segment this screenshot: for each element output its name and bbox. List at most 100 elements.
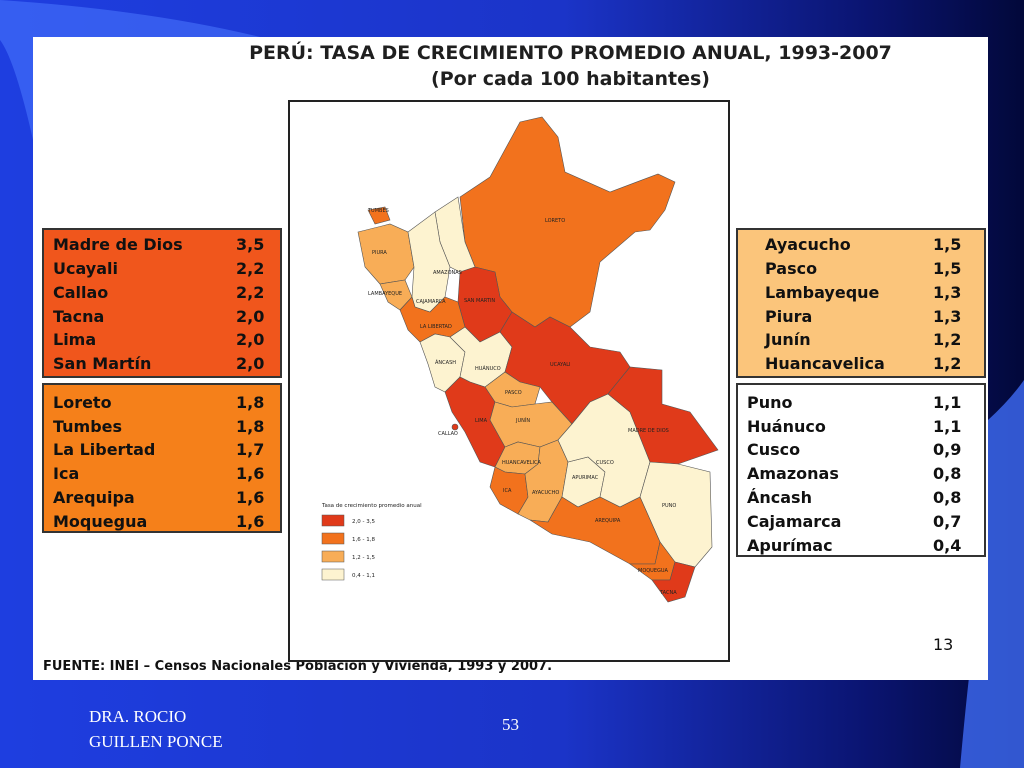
list-item: La Libertad 1,7	[44, 440, 280, 464]
region-value: 0,7	[933, 512, 962, 531]
region-value: 1,8	[236, 393, 265, 412]
label-cusco: CUSCO	[596, 460, 614, 466]
label-madre-de-dios: MADRE DE DIOS	[628, 428, 669, 434]
legend-box-tier2: Loreto 1,8 Tumbes 1,8 La Libertad 1,7 Ica 1,…	[42, 383, 282, 533]
label-callao: CALLAO	[438, 431, 458, 437]
region-name: Pasco	[765, 259, 818, 278]
footer-page-number: 53	[502, 715, 519, 734]
slide-subtitle: (Por cada 100 habitantes)	[431, 68, 710, 90]
region-value: 2,2	[236, 259, 265, 278]
list-item: Huancavelica 1,2	[738, 354, 984, 378]
footer-author-line1: DRA. ROCIO	[89, 707, 187, 726]
list-item: Arequipa 1,6	[44, 488, 280, 512]
label-ica: ICA	[503, 488, 512, 494]
label-amazonas: AMAZONAS	[433, 270, 462, 276]
list-item: Lima 2,0	[44, 330, 280, 354]
label-moquegua: MOQUEGUA	[638, 568, 669, 574]
peru-map-frame: TUMBES PIURA LAMBAYEQUE CAJAMARCA AMAZON…	[288, 100, 730, 662]
region-value: 2,2	[236, 283, 265, 302]
region-name: Huánuco	[747, 417, 826, 436]
region-tacna	[651, 561, 696, 603]
list-item: Callao 2,2	[44, 283, 280, 307]
list-item: Ucayali 2,2	[44, 259, 280, 283]
region-name: Lambayeque	[765, 283, 880, 302]
list-item: San Martín 2,0	[44, 354, 280, 378]
region-name: Piura	[765, 307, 813, 326]
region-value: 2,0	[236, 354, 265, 373]
region-value: 1,6	[236, 488, 265, 507]
region-name: Madre de Dios	[53, 235, 183, 254]
label-ucayali: UCAYALI	[550, 362, 571, 368]
legend-range-1: 2,0 - 3,5	[352, 519, 375, 525]
list-item: Loreto 1,8	[44, 393, 280, 417]
label-ayacucho: AYACUCHO	[532, 490, 559, 496]
region-value: 0,8	[933, 464, 962, 483]
label-huanuco: HUÁNUCO	[475, 365, 501, 372]
region-name: Cusco	[747, 440, 801, 459]
label-ancash: ÁNCASH	[435, 359, 456, 366]
list-item: Apurímac 0,4	[738, 536, 984, 560]
slide-title: PERÚ: TASA DE CRECIMIENTO PROMEDIO ANUAL…	[249, 42, 892, 64]
region-value: 1,5	[933, 259, 962, 278]
peru-map: TUMBES PIURA LAMBAYEQUE CAJAMARCA AMAZON…	[321, 116, 719, 603]
label-cajamarca: CAJAMARCA	[416, 299, 446, 305]
region-callao	[451, 423, 459, 431]
label-arequipa: AREQUIPA	[595, 518, 621, 524]
legend-range-2: 1,6 - 1,8	[352, 537, 375, 543]
region-value: 1,3	[933, 307, 962, 326]
list-item: Tumbes 1,8	[44, 417, 280, 441]
region-madre-de-dios	[607, 366, 719, 465]
legend-box-tier3: Ayacucho 1,5 Pasco 1,5 Lambayeque 1,3 Piura…	[736, 228, 986, 378]
region-arequipa	[529, 496, 661, 565]
label-piura: PIURA	[372, 250, 387, 256]
source-note: FUENTE: INEI – Censos Nacionales Poblaci…	[43, 659, 553, 674]
legend-swatch-3	[321, 550, 345, 563]
region-name: San Martín	[53, 354, 152, 373]
region-name: La Libertad	[53, 440, 156, 459]
list-item: Piura 1,3	[738, 307, 984, 331]
footer-author-line2: GUILLEN PONCE	[89, 732, 223, 751]
list-item: Huánuco 1,1	[738, 417, 984, 441]
map-legend-title: Tasa de crecimiento promedio anual	[321, 503, 422, 509]
label-puno: PUNO	[662, 503, 676, 509]
region-la-libertad	[399, 296, 466, 343]
label-san-martin: SAN MARTIN	[464, 298, 495, 304]
region-value: 1,2	[933, 330, 962, 349]
legend-swatch-1	[321, 514, 345, 527]
region-name: Lima	[53, 330, 97, 349]
region-name: Huancavelica	[765, 354, 885, 373]
region-name: Loreto	[53, 393, 112, 412]
region-piura	[357, 223, 415, 285]
label-tumbes: TUMBES	[367, 208, 389, 214]
label-tacna: TACNA	[659, 590, 677, 596]
region-name: Áncash	[747, 488, 812, 507]
list-item: Lambayeque 1,3	[738, 283, 984, 307]
list-item: Tacna 2,0	[44, 307, 280, 331]
region-value: 2,0	[236, 307, 265, 326]
region-value: 0,8	[933, 488, 962, 507]
list-item: Puno 1,1	[738, 393, 984, 417]
region-name: Ucayali	[53, 259, 118, 278]
region-value: 1,3	[933, 283, 962, 302]
list-item: Madre de Dios 3,5	[44, 235, 280, 259]
inner-page-number: 13	[933, 635, 954, 654]
map-legend: Tasa de crecimiento promedio anual 2,0 -…	[321, 503, 422, 581]
region-value: 1,5	[933, 235, 962, 254]
region-tumbes	[367, 206, 391, 225]
legend-box-tier4: Puno 1,1 Huánuco 1,1 Cusco 0,9 Amazonas 0,8 …	[736, 383, 986, 557]
region-name: Tumbes	[53, 417, 123, 436]
list-item: Moquegua 1,6	[44, 512, 280, 536]
label-huancavelica: HUANCAVELICA	[502, 460, 542, 466]
region-name: Tacna	[53, 307, 105, 326]
region-name: Junín	[765, 330, 811, 349]
legend-box-tier1: Madre de Dios 3,5 Ucayali 2,2 Callao 2,2 Ta…	[42, 228, 282, 378]
label-lima: LIMA	[475, 418, 488, 424]
list-item: Pasco 1,5	[738, 259, 984, 283]
map-region-labels: TUMBES PIURA LAMBAYEQUE CAJAMARCA AMAZON…	[367, 208, 677, 596]
region-value: 3,5	[236, 235, 265, 254]
region-name: Arequipa	[53, 488, 135, 507]
region-value: 1,6	[236, 464, 265, 483]
region-value: 0,9	[933, 440, 962, 459]
label-loreto: LORETO	[545, 218, 565, 224]
legend-swatch-2	[321, 532, 345, 545]
